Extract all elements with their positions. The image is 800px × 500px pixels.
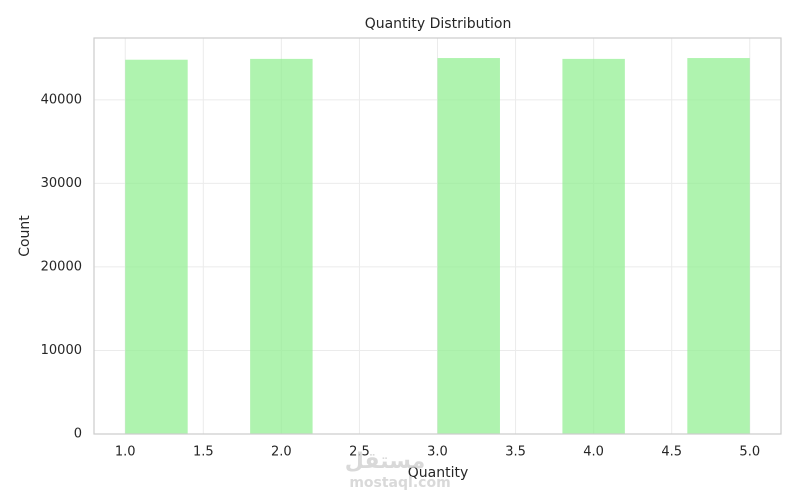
chart-title: Quantity Distribution: [365, 16, 512, 32]
x-tick-label: 2.0: [271, 445, 292, 460]
x-tick-label: 1.0: [115, 445, 136, 460]
y-axis-label: Count: [17, 215, 33, 257]
bar: [250, 58, 313, 434]
bar: [562, 58, 625, 434]
y-tick-label: 10000: [41, 343, 82, 358]
x-tick-label: 2.5: [349, 445, 370, 460]
watermark: mostaql.com: [349, 475, 450, 491]
watermark: مستقل: [345, 449, 425, 474]
x-tick-label: 1.5: [193, 445, 214, 460]
bar: [687, 58, 750, 435]
y-tick-label: 40000: [41, 92, 82, 107]
x-tick-label: 3.5: [505, 445, 526, 460]
y-tick-label: 0: [74, 427, 82, 442]
plot-frame: [93, 37, 782, 435]
x-tick-label: 3.0: [427, 445, 448, 460]
y-tick-label: 30000: [41, 176, 82, 191]
x-tick-label: 4.0: [583, 445, 604, 460]
x-axis-label: Quantity: [408, 465, 469, 481]
x-tick-label: 5.0: [739, 445, 760, 460]
x-tick-label: 4.5: [661, 445, 682, 460]
y-tick-label: 20000: [41, 259, 82, 274]
bar: [437, 58, 500, 435]
bar: [125, 59, 188, 434]
